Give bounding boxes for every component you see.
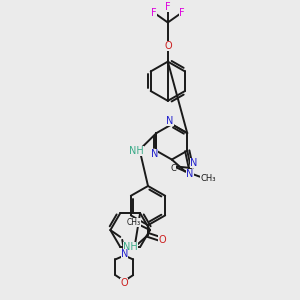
Text: O: O xyxy=(164,41,172,51)
Text: F: F xyxy=(151,8,157,18)
Text: CH₃: CH₃ xyxy=(200,174,216,183)
Text: F: F xyxy=(165,2,171,12)
Text: F: F xyxy=(179,8,184,18)
Text: O: O xyxy=(120,278,128,288)
Text: O: O xyxy=(158,235,166,245)
Text: N: N xyxy=(186,169,194,179)
Text: NH: NH xyxy=(129,146,144,156)
Text: C: C xyxy=(170,164,176,172)
Text: CH₃: CH₃ xyxy=(127,218,141,227)
Text: N: N xyxy=(190,158,198,168)
Text: NH: NH xyxy=(123,242,138,252)
Text: N: N xyxy=(121,249,128,259)
Text: N: N xyxy=(151,149,158,159)
Text: N: N xyxy=(166,116,173,126)
